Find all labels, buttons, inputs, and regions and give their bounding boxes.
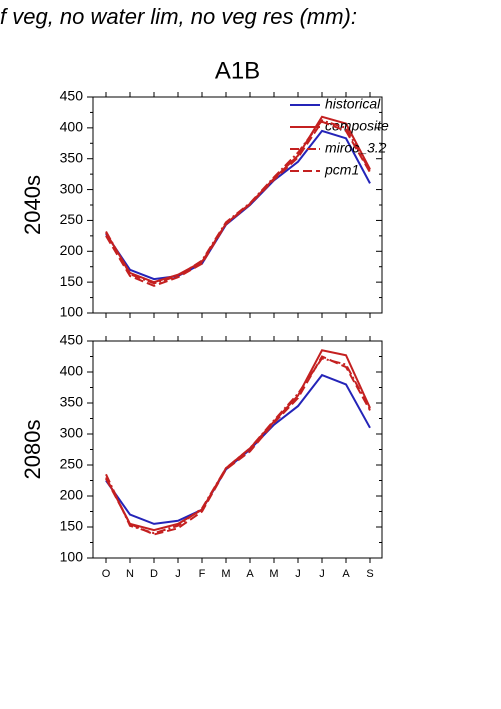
- y-axis-label: 2080s: [20, 420, 45, 480]
- data-line: [105, 349, 371, 532]
- x-tick-label: D: [150, 568, 158, 580]
- x-tick-label: J: [319, 568, 325, 580]
- y-tick-label: 450: [60, 88, 84, 104]
- legend-label: pcm1: [324, 162, 359, 178]
- x-tick-label: F: [199, 568, 206, 580]
- y-axis-label: 2040s: [20, 175, 45, 235]
- data-line: [105, 119, 371, 285]
- x-tick-label: A: [246, 568, 254, 580]
- legend-label: historical: [325, 96, 381, 112]
- figure-title: f veg, no water lim, no veg res (mm):: [0, 4, 357, 29]
- y-tick-label: 350: [60, 149, 84, 165]
- plot-frame: [92, 96, 383, 314]
- x-tick-label: S: [366, 568, 373, 580]
- y-tick-label: 100: [60, 549, 84, 565]
- data-line: [105, 355, 371, 536]
- x-tick-label: A: [342, 568, 350, 580]
- y-tick-label: 300: [60, 180, 84, 196]
- y-tick-label: 200: [60, 487, 84, 503]
- x-tick-label: M: [221, 568, 230, 580]
- y-tick-label: 250: [60, 211, 84, 227]
- x-tick-label: J: [295, 568, 301, 580]
- x-tick-label: N: [126, 568, 134, 580]
- x-tick-label: O: [102, 568, 111, 580]
- y-tick-label: 300: [60, 425, 84, 441]
- y-tick-label: 200: [60, 242, 84, 258]
- panel-title: A1B: [215, 57, 260, 84]
- data-line: [105, 357, 371, 535]
- y-tick-label: 350: [60, 394, 84, 410]
- y-tick-label: 150: [60, 273, 84, 289]
- y-tick-label: 250: [60, 456, 84, 472]
- y-tick-label: 100: [60, 304, 84, 320]
- data-line: [105, 373, 371, 525]
- y-tick-label: 450: [60, 332, 84, 348]
- y-tick-label: 150: [60, 518, 84, 534]
- x-tick-label: J: [175, 568, 181, 580]
- plot-frame: [92, 340, 383, 559]
- x-tick-label: M: [269, 568, 278, 580]
- y-tick-label: 400: [60, 363, 84, 379]
- data-line: [105, 120, 371, 287]
- y-tick-label: 400: [60, 119, 84, 135]
